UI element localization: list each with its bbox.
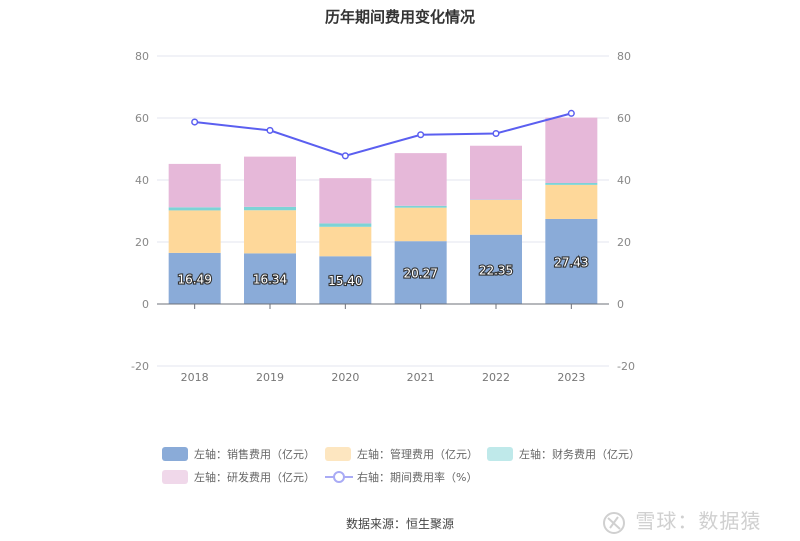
bar-segment: [545, 218, 598, 304]
rate-point: [567, 109, 575, 117]
legend-label: 右轴：期间费用率（%）: [357, 471, 478, 484]
bar-segment: [394, 207, 447, 242]
legend-line-circle-icon: [325, 471, 353, 483]
bar-segment: [244, 156, 296, 207]
x-axis-tick-label: 2022: [482, 371, 510, 384]
rate-point: [341, 152, 349, 160]
legend-item-sales[interactable]: 左轴：销售费用（亿元）: [162, 446, 315, 462]
right-axis-tick-label: 40: [617, 174, 631, 187]
legend-item-finance[interactable]: 左轴：财务费用（亿元）: [487, 446, 640, 462]
data-source: 数据来源：恒生聚源: [345, 517, 454, 531]
watermark-text: 雪球：数据猿: [635, 509, 762, 533]
right-axis-tick-label: -20: [617, 360, 635, 373]
bar-segment: [319, 226, 372, 257]
watermark-logo: 雪球：数据猿: [600, 505, 761, 535]
legend-item-rnd[interactable]: 左轴：研发费用（亿元）: [162, 469, 315, 485]
legend-label: 左轴：研发费用（亿元）: [194, 471, 315, 484]
bar-segment: [168, 252, 221, 304]
bar-data-label: 16.49: [177, 272, 211, 286]
rate-point: [417, 131, 425, 139]
bar-segment: [319, 178, 372, 224]
bar-data-label: 20.27: [403, 267, 437, 281]
rate-line: [194, 112, 572, 157]
bar-segment: [394, 205, 447, 208]
bar-segment: [545, 117, 598, 184]
x-axis-tick-label: 2019: [256, 371, 284, 384]
bar-segment: [244, 210, 296, 254]
bar-data-label: 15.40: [328, 274, 362, 288]
bar-segment: [470, 234, 522, 304]
bar-segment: [168, 163, 221, 208]
legend-label: 左轴：销售费用（亿元）: [194, 448, 315, 461]
snowball-logo-icon: [603, 511, 625, 534]
bar-segment: [470, 199, 522, 235]
rate-point: [266, 126, 274, 134]
bar-segment: [545, 184, 598, 219]
legend-item-admin[interactable]: 左轴：管理费用（亿元）: [325, 446, 478, 462]
bar-segment: [168, 210, 221, 253]
right-axis-tick-label: 0: [617, 298, 624, 311]
bar-segment: [319, 223, 372, 227]
left-axis-tick-label: 80: [135, 50, 149, 63]
right-axis-tick-label: 60: [617, 112, 631, 125]
bar-segment: [244, 253, 296, 304]
bar-data-label: 27.43: [554, 255, 588, 269]
bar-data-label: 16.34: [253, 273, 287, 287]
bar-data-label: 22.35: [479, 263, 513, 277]
bar-segment: [319, 256, 372, 304]
legend-swatch: [162, 447, 188, 461]
bar-segment: [244, 206, 296, 211]
x-axis-tick-label: 2018: [181, 371, 209, 384]
x-axis-tick-label: 2023: [557, 371, 585, 384]
bar-segment: [470, 145, 522, 200]
left-axis-tick-label: 20: [135, 236, 149, 249]
legend-label: 左轴：财务费用（亿元）: [519, 448, 640, 461]
rate-point: [492, 129, 500, 138]
rate-point: [191, 118, 199, 126]
legend-item-rate[interactable]: 右轴：期间费用率（%）: [325, 469, 477, 485]
chart-title: 历年期间费用变化情况: [324, 8, 475, 26]
right-axis-tick-label: 80: [617, 50, 631, 63]
bar-segment: [545, 183, 598, 185]
left-axis-tick-label: 0: [142, 298, 149, 311]
legend-swatch: [487, 447, 513, 461]
x-axis-tick-label: 2021: [407, 371, 435, 384]
left-axis-tick-label: 40: [135, 174, 149, 187]
bar-segment: [394, 153, 447, 206]
x-axis-tick-label: 2020: [331, 371, 359, 384]
bar-segment: [394, 241, 447, 304]
legend-label: 左轴：管理费用（亿元）: [357, 448, 478, 461]
left-axis-tick-label: 60: [135, 112, 149, 125]
left-axis-tick-label: -20: [131, 360, 149, 373]
bar-segment: [168, 207, 221, 211]
legend-swatch: [325, 447, 351, 461]
legend-swatch: [162, 470, 188, 484]
right-axis-tick-label: 20: [617, 236, 631, 249]
